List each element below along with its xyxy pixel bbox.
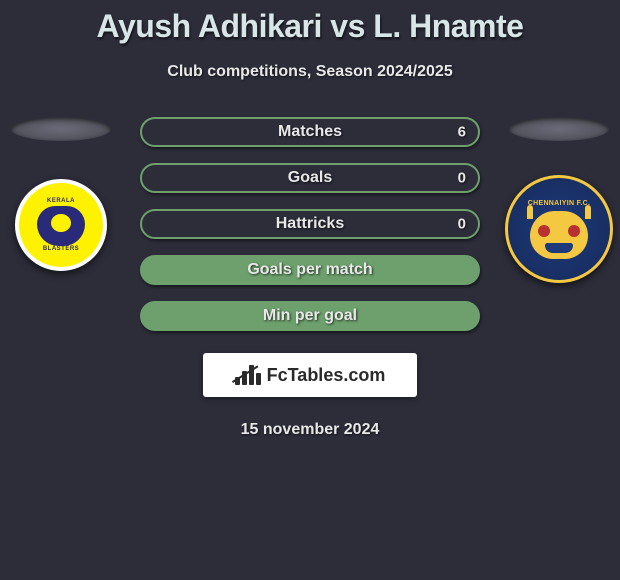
stat-row-min-per-goal: Min per goal <box>140 301 480 331</box>
date-text: 15 november 2024 <box>0 421 620 439</box>
stat-label: Hattricks <box>276 215 344 233</box>
page-title: Ayush Adhikari vs L. Hnamte <box>0 0 620 45</box>
club-logo-left: KERALA BLASTERS <box>15 179 107 271</box>
club-left-bottom-text: BLASTERS <box>43 246 79 252</box>
stat-row-goals: Goals 0 <box>140 163 480 193</box>
stat-label: Matches <box>278 123 342 141</box>
elephant-icon <box>37 206 85 246</box>
comparison-row: KERALA BLASTERS Matches 6 Goals 0 Hattri… <box>0 117 620 331</box>
stat-row-goals-per-match: Goals per match <box>140 255 480 285</box>
club-logo-right: CHENNAIYIN F.C. <box>505 175 613 283</box>
stat-label: Min per goal <box>263 307 357 325</box>
player-placeholder-right <box>509 117 609 141</box>
mask-face-icon <box>530 211 588 259</box>
bar-chart-icon <box>235 365 261 385</box>
club-column-right: CHENNAIYIN F.C. <box>504 117 614 283</box>
mask-horns-icon <box>527 205 591 215</box>
stats-column: Matches 6 Goals 0 Hattricks 0 Goals per … <box>140 117 480 331</box>
branding-badge: FcTables.com <box>203 353 417 397</box>
stat-right-value: 0 <box>458 216 466 233</box>
club-column-left: KERALA BLASTERS <box>6 117 116 271</box>
stat-right-value: 0 <box>458 170 466 187</box>
player-placeholder-left <box>11 117 111 141</box>
mask-mouth-icon <box>545 243 573 253</box>
stat-row-hattricks: Hattricks 0 <box>140 209 480 239</box>
branding-text: FcTables.com <box>267 365 386 386</box>
stat-label: Goals per match <box>247 261 372 279</box>
stat-right-value: 6 <box>458 124 466 141</box>
subtitle: Club competitions, Season 2024/2025 <box>0 63 620 81</box>
kerala-blasters-logo: KERALA BLASTERS <box>37 198 85 252</box>
chennaiyin-logo: CHENNAIYIN F.C. <box>528 200 590 259</box>
stat-label: Goals <box>288 169 332 187</box>
club-left-top-text: KERALA <box>47 198 75 204</box>
stat-row-matches: Matches 6 <box>140 117 480 147</box>
